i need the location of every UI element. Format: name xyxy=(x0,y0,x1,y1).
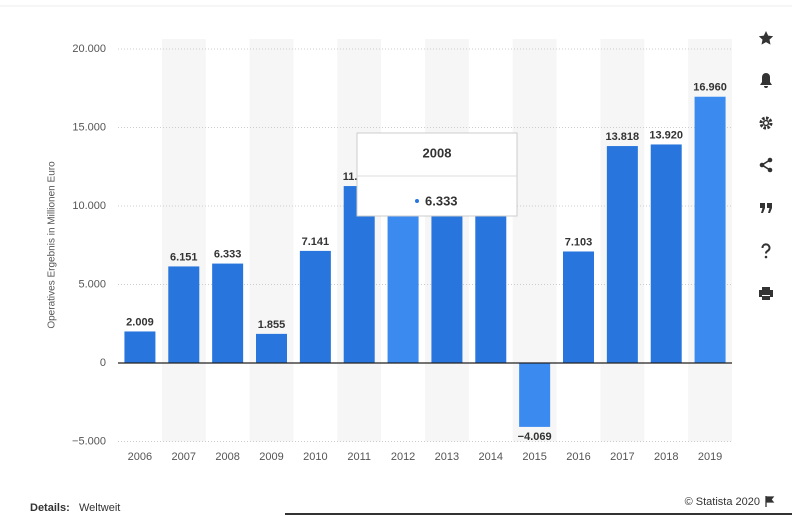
x-tick-label: 2010 xyxy=(303,451,327,463)
bar xyxy=(694,96,726,363)
x-tick-label: 2012 xyxy=(391,451,415,463)
bar xyxy=(606,146,638,363)
bar xyxy=(124,331,156,363)
data-label: 7.103 xyxy=(565,236,593,248)
data-label: 6.151 xyxy=(170,251,198,263)
y-tick-label: 5.000 xyxy=(78,278,106,290)
x-tick-label: 2006 xyxy=(128,451,152,463)
x-tick-label: 2016 xyxy=(566,451,590,463)
x-tick-label: 2017 xyxy=(610,451,634,463)
y-tick-label: 10.000 xyxy=(72,200,106,212)
data-label: 2.009 xyxy=(126,316,154,328)
y-tick-label: −5.000 xyxy=(72,435,106,447)
x-tick-label: 2007 xyxy=(172,451,196,463)
bar xyxy=(212,263,244,363)
data-label: 7.141 xyxy=(302,236,330,248)
source: © Statista 2020 xyxy=(685,496,760,508)
x-tick-label: 2014 xyxy=(479,451,503,463)
tooltip-value: 6.333 xyxy=(425,193,458,208)
y-tick-label: 20.000 xyxy=(72,43,106,55)
bar xyxy=(168,266,200,363)
x-tick-label: 2018 xyxy=(654,451,678,463)
x-tick-label: 2015 xyxy=(522,451,546,463)
tooltip-dot xyxy=(415,199,419,203)
x-tick-label: 2011 xyxy=(347,451,371,463)
y-tick-label: 0 xyxy=(100,357,106,369)
print-button[interactable] xyxy=(748,278,784,312)
bar xyxy=(563,251,594,363)
plot-area: −5.000 0 5.000 10.000 15.000 20.000 2006 2007 20… xyxy=(72,39,732,463)
tooltip: 2008 6.333 xyxy=(356,132,518,217)
favorite-button[interactable] xyxy=(748,20,784,54)
info-button[interactable] xyxy=(748,235,784,269)
bar xyxy=(650,144,682,363)
settings-button[interactable] xyxy=(748,106,784,140)
data-label: −4.069 xyxy=(518,431,552,443)
data-label: 13.920 xyxy=(649,129,683,141)
tooltip-title: 2008 xyxy=(423,145,452,160)
data-label: 16.960 xyxy=(693,82,727,94)
share-button[interactable] xyxy=(748,149,784,183)
column-stripe xyxy=(249,39,294,442)
alert-button[interactable] xyxy=(748,63,784,97)
details-value: Weltweit xyxy=(79,502,120,514)
data-label: 13.818 xyxy=(606,131,640,143)
column-stripe xyxy=(161,39,206,442)
x-tick-label: 2019 xyxy=(698,451,722,463)
bar xyxy=(256,333,287,363)
bar xyxy=(519,363,551,427)
sidebar xyxy=(748,20,784,312)
data-label: 6.333 xyxy=(214,248,242,260)
data-label: 1.855 xyxy=(258,319,286,331)
x-tick-label: 2008 xyxy=(215,451,239,463)
source-flag xyxy=(765,496,775,507)
y-tick-label: 15.000 xyxy=(72,121,106,133)
bar xyxy=(299,250,331,363)
tooltip-box xyxy=(356,132,518,217)
details-label: Details: xyxy=(30,502,70,514)
x-tick-label: 2009 xyxy=(259,451,283,463)
y-axis-label: Operatives Ergebnis in Millionen Euro xyxy=(47,161,58,329)
cite-button[interactable] xyxy=(748,192,784,226)
x-tick-label: 2013 xyxy=(435,451,459,463)
